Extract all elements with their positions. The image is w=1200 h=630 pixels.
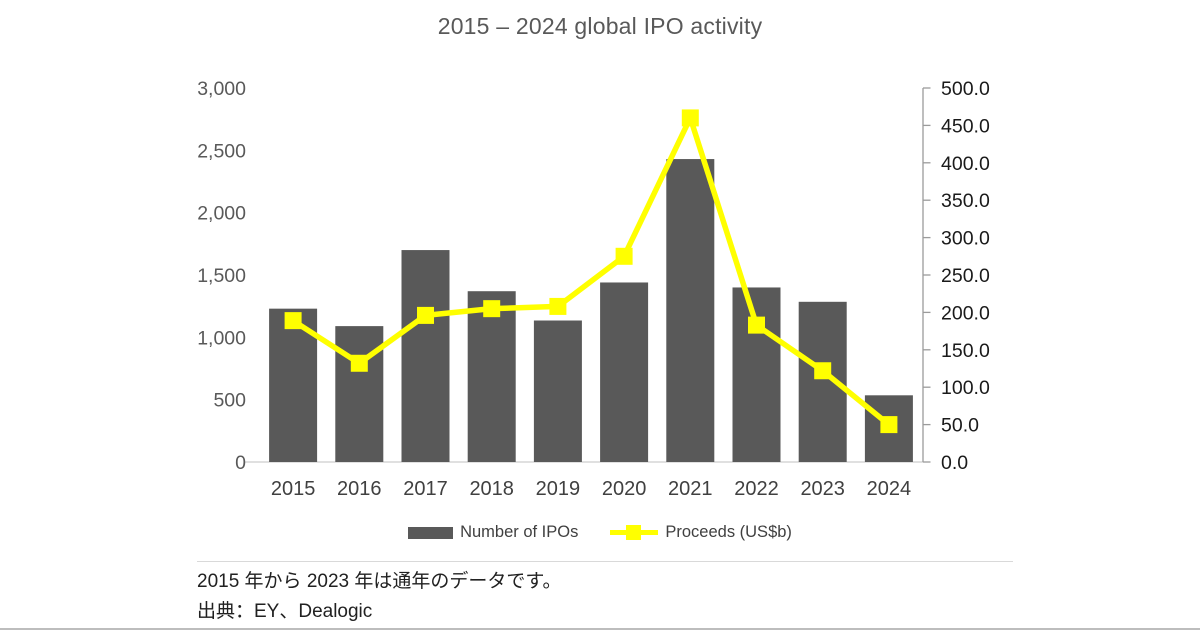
bar-2017 xyxy=(401,250,450,462)
marker-2016 xyxy=(350,354,368,372)
right-axis-tick-label-200.0: 200.0 xyxy=(941,302,990,324)
x-axis-label-2023: 2023 xyxy=(800,478,845,500)
left-axis-tick-label-1000: 1,000 xyxy=(197,327,246,349)
right-axis-tick-label-450.0: 450.0 xyxy=(941,115,990,137)
left-axis-tick-label-500: 500 xyxy=(213,390,246,412)
right-axis-tick-label-50.0: 50.0 xyxy=(941,415,979,437)
right-axis-tick-label-300.0: 300.0 xyxy=(941,228,990,250)
bar-2015 xyxy=(269,308,318,462)
right-axis-tick-label-250.0: 250.0 xyxy=(941,265,990,287)
x-axis-label-2015: 2015 xyxy=(271,478,316,500)
line-swatch-marker xyxy=(626,525,642,540)
note-full-year-data: 2015 年から 2023 年は通年のデータです。 xyxy=(197,571,562,592)
page-bottom-border xyxy=(0,628,1200,630)
bar-2021 xyxy=(666,159,715,462)
ipo-combo-chart: 0.0 50.0 100.0 150.0 200.0 250.0 300.0 350.0 400… xyxy=(197,78,990,500)
legend-item-number-of-ipos: Number of IPOs xyxy=(408,523,578,542)
left-axis-tick-label-1500: 1,500 xyxy=(197,265,246,287)
x-axis-label-2018: 2018 xyxy=(469,478,514,500)
x-axis-label-2021: 2021 xyxy=(668,478,713,500)
marker-2023 xyxy=(814,362,832,380)
marker-2018 xyxy=(483,300,501,318)
x-axis-label-2020: 2020 xyxy=(602,478,647,500)
note-source: 出典：EY、Dealogic xyxy=(197,601,373,622)
right-axis-tick-label-350.0: 350.0 xyxy=(941,190,990,212)
x-axis-label-2017: 2017 xyxy=(403,478,448,500)
legend-label-proceeds: Proceeds (US$b) xyxy=(665,523,792,541)
left-axis-tick-label-2500: 2,500 xyxy=(197,140,246,162)
right-axis-tick-label-400.0: 400.0 xyxy=(941,153,990,175)
bar-series-swatch-icon xyxy=(408,526,454,539)
bar-2022 xyxy=(732,287,781,462)
marker-2022 xyxy=(748,316,765,334)
chart-footer-divider xyxy=(197,561,1013,562)
marker-2019 xyxy=(549,297,567,315)
x-axis-label-2019: 2019 xyxy=(536,478,581,500)
line-series-swatch-icon xyxy=(610,525,659,540)
marker-2017 xyxy=(417,306,434,324)
left-axis-tick-label-0: 0 xyxy=(235,452,246,474)
marker-2024 xyxy=(880,416,898,434)
bar-2016 xyxy=(335,326,384,462)
marker-2015 xyxy=(284,312,302,330)
legend-item-proceeds: Proceeds (US$b) xyxy=(610,523,792,542)
x-axis-label-2022: 2022 xyxy=(734,478,779,500)
left-axis-tick-label-3000: 3,000 xyxy=(197,78,246,100)
right-axis-tick-label-0.0: 0.0 xyxy=(941,452,968,474)
right-axis-tick-label-500.0: 500.0 xyxy=(941,78,990,100)
chart-legend: Number of IPOs Proceeds (US$b) xyxy=(0,523,1200,542)
right-axis-tick-label-100.0: 100.0 xyxy=(941,377,990,399)
legend-label-number-of-ipos: Number of IPOs xyxy=(460,523,579,541)
bar-2020 xyxy=(600,282,649,462)
x-axis-label-2016: 2016 xyxy=(337,478,382,500)
marker-2020 xyxy=(615,247,633,265)
bar-2018 xyxy=(467,291,516,462)
chart-title: 2015 – 2024 global IPO activity xyxy=(437,13,763,39)
x-axis-label-2024: 2024 xyxy=(867,478,912,500)
proceeds-line xyxy=(290,115,892,428)
marker-2021 xyxy=(681,109,699,127)
bar-2019 xyxy=(533,320,582,462)
left-axis-tick-label-2000: 2,000 xyxy=(197,203,246,225)
right-axis-tick-label-150.0: 150.0 xyxy=(941,340,990,362)
chart-notes: 2015 年から 2023 年は通年のデータです。 出典：EY、Dealogic xyxy=(197,567,561,627)
